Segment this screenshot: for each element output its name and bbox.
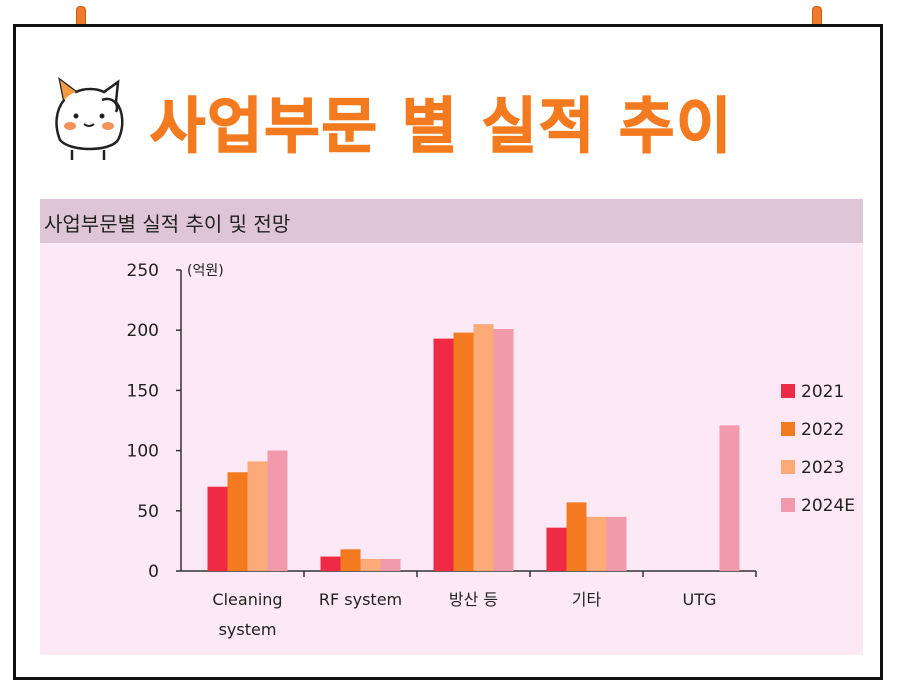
- y-tick-label: 250: [127, 261, 159, 281]
- chart-panel: 사업부문별 실적 추이 및 전망 0 50 100 150 200 250 (억원) Clea…: [40, 199, 863, 655]
- chart-title: 사업부문별 실적 추이 및 전망: [44, 212, 291, 236]
- bar-2022: [566, 502, 587, 571]
- cat-mascot-icon: [55, 77, 124, 160]
- bar-2021: [433, 338, 454, 571]
- bar-2022: [453, 332, 474, 571]
- x-category-label: system: [219, 620, 277, 639]
- y-tick-label: 100: [127, 442, 159, 462]
- legend-label-2021: 2021: [801, 382, 844, 402]
- bar-chart: 0 50 100 150 200 250 (억원) Cleaning system RF syst…: [127, 261, 855, 639]
- x-category-label: Cleaning: [212, 590, 282, 609]
- legend-label-2024E: 2024E: [801, 496, 855, 516]
- y-tick-label: 50: [137, 502, 159, 522]
- legend-swatch-2021: [781, 384, 795, 398]
- bar-2021: [207, 486, 228, 571]
- legend-swatch-2024E: [781, 498, 795, 512]
- bar-2021: [320, 556, 341, 571]
- x-category-label: UTG: [683, 590, 717, 609]
- bar-2024E: [267, 450, 288, 571]
- bar-2023: [247, 461, 268, 571]
- bar-2023: [360, 558, 381, 571]
- bar-2024E: [380, 558, 401, 571]
- legend-swatch-2023: [781, 460, 795, 474]
- bar-2024E: [493, 328, 514, 571]
- bar-2022: [340, 549, 361, 571]
- page-title: 사업부문 별 실적 추이: [149, 91, 734, 163]
- bar-2023: [473, 324, 494, 571]
- x-category-label: 방산 등: [449, 590, 498, 609]
- bar-2024E: [719, 425, 740, 571]
- y-unit-label: (억원): [187, 263, 224, 279]
- bar-2021: [546, 527, 567, 571]
- x-category-label: RF system: [319, 590, 402, 609]
- legend-swatch-2022: [781, 422, 795, 436]
- bar-2023: [586, 516, 607, 571]
- chart-header: 사업부문별 실적 추이 및 전망: [40, 199, 863, 243]
- y-tick-label: 150: [127, 381, 159, 401]
- legend-label-2022: 2022: [801, 420, 844, 440]
- bar-2024E: [606, 516, 627, 571]
- legend-label-2023: 2023: [801, 458, 844, 478]
- y-tick-label: 200: [127, 321, 159, 341]
- y-tick-label: 0: [148, 562, 159, 582]
- x-category-label: 기타: [572, 590, 602, 609]
- bar-2022: [227, 472, 248, 571]
